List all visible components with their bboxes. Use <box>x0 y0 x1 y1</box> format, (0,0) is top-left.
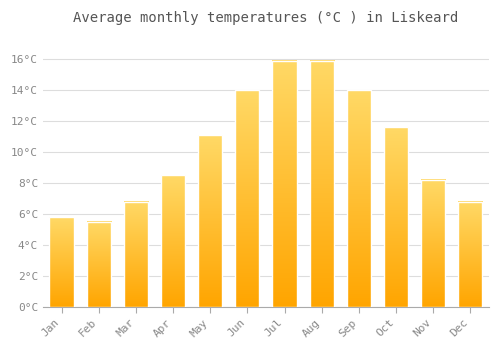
Bar <box>124 202 148 307</box>
Bar <box>50 217 74 307</box>
Bar <box>272 61 296 307</box>
Bar <box>236 90 260 307</box>
Bar <box>347 90 371 307</box>
Bar <box>384 127 408 307</box>
Bar <box>421 180 445 307</box>
Bar <box>86 222 111 307</box>
Bar <box>198 135 222 307</box>
Bar <box>310 61 334 307</box>
Bar <box>161 175 185 307</box>
Bar <box>458 202 482 307</box>
Title: Average monthly temperatures (°C ) in Liskeard: Average monthly temperatures (°C ) in Li… <box>74 11 458 25</box>
